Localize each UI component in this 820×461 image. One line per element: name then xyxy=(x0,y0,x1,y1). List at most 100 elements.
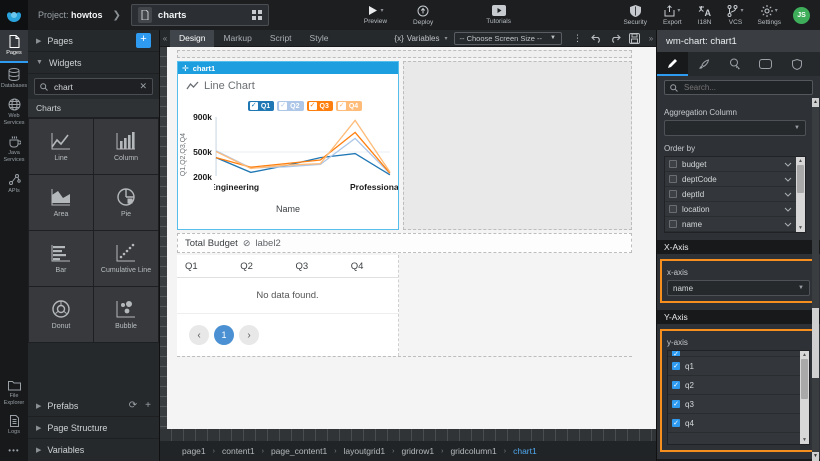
y-axis-option-q4[interactable]: ✓ q4 xyxy=(668,414,800,433)
breadcrumb-layoutgrid1[interactable]: layoutgrid1 xyxy=(343,446,386,456)
move-icon[interactable]: ✛ xyxy=(182,63,189,73)
y-axis-option-q2[interactable]: ✓ q2 xyxy=(668,376,800,395)
y-axis-option-q1[interactable]: ✓ q1 xyxy=(668,357,800,376)
legend-item-q2[interactable]: ✓ Q2 xyxy=(277,101,304,111)
collapse-left-panel-icon[interactable]: « xyxy=(162,33,168,43)
legend-item-q4[interactable]: ✓ Q4 xyxy=(335,101,363,111)
tab-script[interactable]: Script xyxy=(269,33,292,43)
panel-scrollbar[interactable]: ▲ ▼ xyxy=(812,98,819,461)
scroll-down-icon[interactable]: ▼ xyxy=(812,452,819,461)
checkbox-checked-icon[interactable]: ✓ xyxy=(672,419,680,427)
chevron-down-icon[interactable] xyxy=(784,222,792,227)
widget-tile-bubble[interactable]: Bubble xyxy=(94,287,158,342)
order-by-deptid[interactable]: deptId xyxy=(665,187,796,202)
page-tab-charts[interactable]: charts xyxy=(130,4,269,26)
breadcrumb-content1[interactable]: content1 xyxy=(221,446,255,456)
page-structure-section-header[interactable]: ▶ Page Structure xyxy=(28,417,159,439)
y-axis-option-q3[interactable]: ✓ q3 xyxy=(668,395,800,414)
more-actions-icon[interactable]: ⋮ xyxy=(573,32,582,43)
tab-style[interactable]: Style xyxy=(309,33,329,43)
checkbox-icon[interactable] xyxy=(669,160,677,168)
y-axis-scrollbar[interactable]: ▲ ▼ xyxy=(800,351,809,444)
x-axis-select[interactable]: name ▼ xyxy=(667,280,810,296)
sidebar-item-databases[interactable]: Databases xyxy=(0,63,28,94)
user-avatar[interactable]: JS xyxy=(793,6,810,24)
chevron-down-icon[interactable]: ▾ xyxy=(774,8,778,14)
grid-icon[interactable] xyxy=(251,10,262,20)
scrollbar-thumb[interactable] xyxy=(801,359,808,399)
prefabs-section-header[interactable]: ▶ Prefabs ⟳ + xyxy=(28,395,159,417)
table-header-q2[interactable]: Q2 xyxy=(240,260,253,272)
sidebar-item-file-explorer[interactable]: File Explorer xyxy=(0,375,28,410)
legend-item-q3[interactable]: ✓ Q3 xyxy=(306,101,333,111)
variables-section-header[interactable]: ▶ Variables xyxy=(36,445,85,455)
checkbox-icon[interactable] xyxy=(669,205,677,213)
widget-search-input[interactable] xyxy=(52,80,136,93)
total-budget-label[interactable]: Total Budget xyxy=(185,237,238,249)
undo-button[interactable] xyxy=(591,34,602,43)
scroll-up-icon[interactable]: ▲ xyxy=(798,158,803,164)
checkbox-checked-icon[interactable]: ✓ xyxy=(672,381,680,389)
label2-widget[interactable]: label2 xyxy=(255,237,281,249)
scrollbar-thumb[interactable] xyxy=(797,165,804,193)
design-page[interactable]: ✛ chart1 Line Chart ✓ Q1 ✓ Q2 ✓ Q3 ✓ Q4 xyxy=(167,47,656,429)
checkbox-icon[interactable] xyxy=(669,190,677,198)
properties-search-input[interactable] xyxy=(682,82,807,93)
widget-tile-area[interactable]: Area xyxy=(29,175,93,230)
add-prefab-icon[interactable]: + xyxy=(145,400,151,411)
table-header-q1[interactable]: Q1 xyxy=(185,260,198,272)
collapse-right-panel-icon[interactable]: » xyxy=(648,33,654,43)
prev-page-button[interactable]: ‹ xyxy=(189,325,209,345)
chevron-down-icon[interactable] xyxy=(784,207,792,212)
current-page-button[interactable]: 1 xyxy=(214,325,234,345)
sidebar-item-pages[interactable]: Pages xyxy=(0,30,28,63)
chevron-down-icon[interactable] xyxy=(784,192,792,197)
tab-security[interactable] xyxy=(781,52,812,76)
widget-tile-line[interactable]: Line xyxy=(29,119,93,174)
scrollbar-thumb[interactable] xyxy=(812,308,819,378)
tab-styles[interactable] xyxy=(688,52,719,76)
y-axis-option-clipped[interactable]: ✓ xyxy=(668,351,800,357)
next-page-button[interactable]: › xyxy=(239,325,259,345)
breadcrumb-page1[interactable]: page1 xyxy=(182,446,206,456)
order-by-location[interactable]: location xyxy=(665,202,796,217)
checkbox-checked-icon[interactable]: ✓ xyxy=(672,400,680,408)
checkbox-icon[interactable] xyxy=(669,220,677,228)
breadcrumb-page-content1[interactable]: page_content1 xyxy=(270,446,328,456)
chevron-down-icon[interactable]: ▾ xyxy=(740,8,744,14)
add-page-button[interactable]: + xyxy=(136,33,151,48)
chevron-down-icon[interactable]: ▾ xyxy=(380,8,384,14)
chevron-down-icon[interactable]: ▾ xyxy=(677,8,681,14)
checkbox-checked-icon[interactable]: ✓ xyxy=(672,351,680,357)
table-header-q4[interactable]: Q4 xyxy=(350,260,364,272)
data-table-widget[interactable]: Q1 Q2 Q3 Q4 No data found. ‹ 1 › xyxy=(177,255,399,356)
redo-button[interactable] xyxy=(610,34,621,43)
widget-tile-donut[interactable]: Donut xyxy=(29,287,93,342)
widget-tile-cumulative-line[interactable]: Cumulative Line xyxy=(94,231,158,286)
wavemaker-logo[interactable] xyxy=(0,0,28,30)
order-by-scrollbar[interactable]: ▲ ▼ xyxy=(796,157,805,232)
security-button[interactable]: Security xyxy=(623,4,647,26)
widget-tile-column[interactable]: Column xyxy=(94,119,158,174)
tab-events[interactable] xyxy=(719,52,750,76)
chart-widget-selection-bar[interactable]: ✛ chart1 xyxy=(178,62,398,74)
sidebar-item-java-services[interactable]: Java Services xyxy=(0,130,28,167)
widgets-section-header[interactable]: ▼ Widgets xyxy=(28,52,159,74)
order-by-name[interactable]: name xyxy=(665,217,796,232)
scroll-down-icon[interactable]: ▼ xyxy=(802,437,807,443)
chevron-down-icon[interactable] xyxy=(784,177,792,182)
empty-grid-row[interactable] xyxy=(177,50,632,58)
table-header-q3[interactable]: Q3 xyxy=(295,260,309,272)
deploy-button[interactable]: Deploy xyxy=(413,5,433,26)
breadcrumb-chart1[interactable]: chart1 xyxy=(513,446,537,456)
pages-section-header[interactable]: ▶ Pages + xyxy=(28,30,159,52)
checkbox-icon[interactable] xyxy=(669,175,677,183)
clear-search-icon[interactable]: ✕ xyxy=(139,81,147,91)
legend-item-q1[interactable]: ✓ Q1 xyxy=(247,101,275,111)
chart-widget[interactable]: ✛ chart1 Line Chart ✓ Q1 ✓ Q2 ✓ Q3 ✓ Q4 xyxy=(177,61,399,230)
label-widgets-row[interactable]: Total Budget ⊘ label2 xyxy=(177,233,632,253)
tab-devices[interactable] xyxy=(750,52,781,76)
preview-button[interactable]: ▾ Preview xyxy=(364,5,387,25)
refresh-icon[interactable]: ⟳ xyxy=(128,400,138,411)
checkbox-checked-icon[interactable]: ✓ xyxy=(672,362,680,370)
